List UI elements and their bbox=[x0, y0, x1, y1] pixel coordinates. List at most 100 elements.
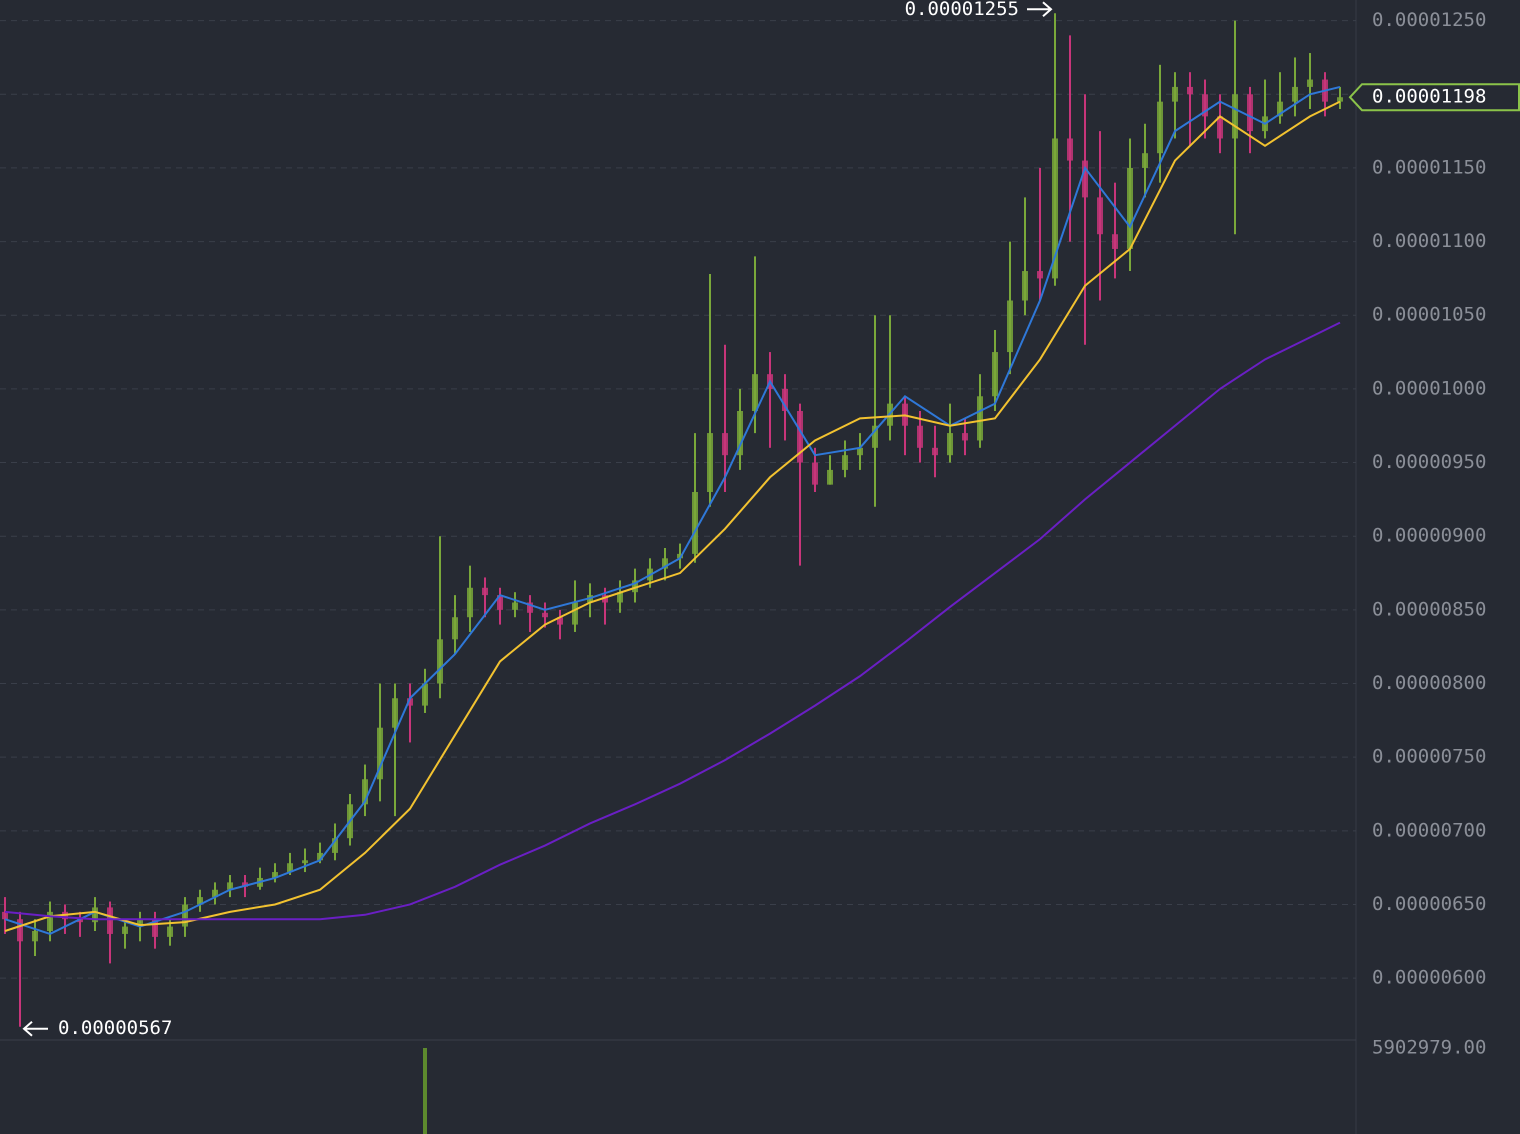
candle-body bbox=[1172, 86, 1178, 102]
candle-body bbox=[362, 779, 368, 805]
candle-body bbox=[527, 602, 533, 613]
y-tick-label: 0.00000950 bbox=[1372, 451, 1486, 473]
candle-body bbox=[1067, 138, 1073, 161]
candle-body bbox=[797, 410, 803, 463]
candle-body bbox=[17, 919, 23, 942]
candle-body bbox=[392, 698, 398, 728]
candle-body bbox=[92, 907, 98, 923]
volume-bar bbox=[423, 1048, 427, 1134]
candle-body bbox=[1142, 153, 1148, 168]
candle-body bbox=[317, 852, 323, 861]
candle-body bbox=[422, 683, 428, 706]
candle-body bbox=[812, 462, 818, 485]
candle-body bbox=[977, 396, 983, 441]
candle-body bbox=[107, 907, 113, 934]
candle-body bbox=[452, 617, 458, 640]
candle-body bbox=[377, 727, 383, 780]
y-tick-label: 0.00000700 bbox=[1372, 819, 1486, 841]
candle-body bbox=[602, 595, 608, 603]
candle-body bbox=[467, 587, 473, 618]
candle-body bbox=[722, 433, 728, 456]
candle-body bbox=[137, 919, 143, 927]
candle-body bbox=[872, 425, 878, 448]
candle-body bbox=[752, 374, 758, 411]
candle-body bbox=[827, 469, 833, 485]
candle-body bbox=[857, 447, 863, 456]
candle-body bbox=[917, 425, 923, 448]
candle-body bbox=[1247, 94, 1253, 132]
candle-body bbox=[1082, 160, 1088, 198]
candle-body bbox=[572, 602, 578, 625]
candle-body bbox=[1217, 116, 1223, 139]
y-tick-label: 0.00001250 bbox=[1372, 9, 1486, 31]
candle-body bbox=[302, 860, 308, 864]
candle-body bbox=[77, 919, 83, 923]
candle-body bbox=[272, 872, 278, 878]
candle-body bbox=[1112, 234, 1118, 249]
candle-body bbox=[47, 911, 53, 931]
candle-body bbox=[1022, 271, 1028, 301]
y-tick-label: 0.00001050 bbox=[1372, 304, 1486, 326]
candle-body bbox=[1037, 271, 1043, 279]
y-tick-label: 0.00000850 bbox=[1372, 598, 1486, 620]
candle-body bbox=[227, 882, 233, 890]
candle-body bbox=[512, 602, 518, 610]
candle-body bbox=[407, 698, 413, 706]
candle-body bbox=[1052, 138, 1058, 279]
y-tick-label: 0.00000600 bbox=[1372, 967, 1486, 989]
candle-body bbox=[782, 388, 788, 411]
candle-body bbox=[1232, 94, 1238, 139]
candle-body bbox=[1337, 97, 1343, 102]
candle-body bbox=[197, 897, 203, 905]
candle-body bbox=[1202, 94, 1208, 117]
candle-body bbox=[707, 433, 713, 493]
candle-body bbox=[437, 639, 443, 684]
last-price-label: 0.00001198 bbox=[1372, 86, 1486, 108]
candle-body bbox=[482, 587, 488, 596]
candle-body bbox=[947, 433, 953, 456]
candle-body bbox=[632, 580, 638, 593]
high-label: 0.00001255 bbox=[905, 0, 1019, 20]
low-arrow bbox=[22, 1020, 48, 1037]
y-tick-label: 0.00000900 bbox=[1372, 525, 1486, 547]
candle-body bbox=[557, 617, 563, 625]
y-tick-label: 0.00001000 bbox=[1372, 377, 1486, 399]
y-tick-label: 0.00000650 bbox=[1372, 893, 1486, 915]
candle-body bbox=[992, 352, 998, 397]
candle-body bbox=[542, 612, 548, 618]
y-tick-label: 0.00001100 bbox=[1372, 230, 1486, 252]
high-arrow bbox=[1027, 1, 1053, 18]
candle-body bbox=[152, 919, 158, 937]
candle-body bbox=[1157, 101, 1163, 154]
candle-body bbox=[692, 492, 698, 554]
ma-line bbox=[4, 321, 1341, 921]
candle-body bbox=[1187, 86, 1193, 95]
candle-body bbox=[167, 926, 173, 937]
candle-body bbox=[122, 926, 128, 934]
candle-body bbox=[617, 592, 623, 603]
volume-tick-label: 5902979.00 bbox=[1372, 1037, 1486, 1059]
candle-body bbox=[1007, 300, 1013, 353]
ma-line bbox=[4, 100, 1341, 932]
candle-body bbox=[662, 558, 668, 569]
candle-body bbox=[242, 882, 248, 887]
candle-body bbox=[212, 889, 218, 898]
y-tick-label: 0.00001150 bbox=[1372, 156, 1486, 178]
candle-body bbox=[497, 595, 503, 610]
ma-line bbox=[4, 85, 1341, 936]
low-label: 0.00000567 bbox=[58, 1017, 172, 1039]
candle-body bbox=[932, 447, 938, 456]
candle-body bbox=[1097, 197, 1103, 235]
candle-body bbox=[1127, 167, 1133, 249]
candle-body bbox=[332, 838, 338, 853]
candle-body bbox=[962, 433, 968, 441]
candle-body bbox=[287, 863, 293, 873]
y-tick-label: 0.00000750 bbox=[1372, 746, 1486, 768]
candle-body bbox=[2, 911, 8, 920]
last-price-tag bbox=[1348, 83, 1520, 112]
candle-body bbox=[737, 410, 743, 456]
y-tick-label: 0.00000800 bbox=[1372, 672, 1486, 694]
candle-body bbox=[32, 930, 38, 942]
